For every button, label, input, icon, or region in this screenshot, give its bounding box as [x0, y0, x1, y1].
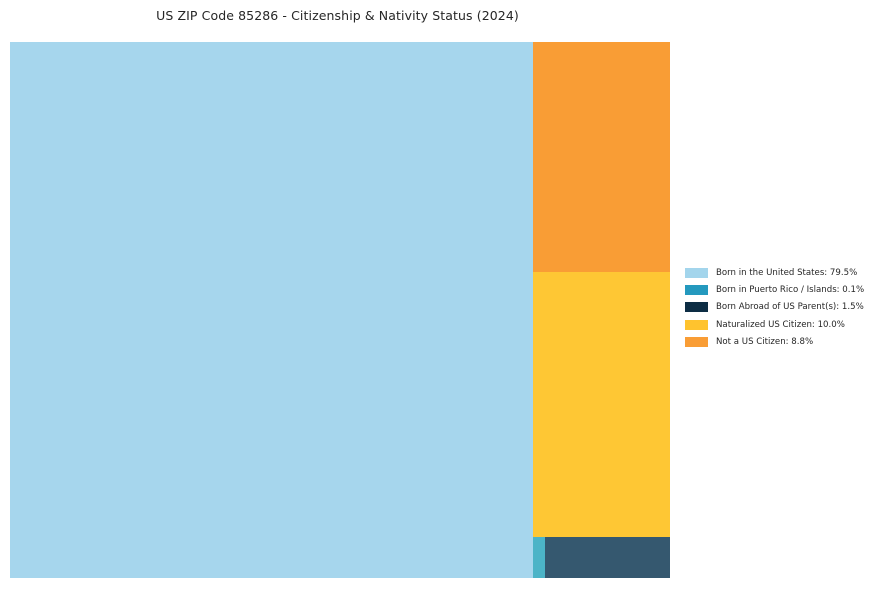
legend-swatch-icon — [685, 319, 708, 330]
chart-legend: Born in the United States: 79.5% Born in … — [685, 264, 885, 350]
legend-swatch-icon — [685, 336, 708, 347]
treemap-tile[interactable] — [533, 42, 670, 272]
legend-item-label: Not a US Citizen: 8.8% — [716, 336, 814, 347]
treemap-tile[interactable] — [533, 537, 545, 578]
legend-swatch-icon — [685, 302, 708, 313]
legend-swatch-icon — [685, 267, 708, 278]
legend-item[interactable]: Naturalized US Citizen: 10.0% — [685, 316, 885, 333]
treemap-tile[interactable] — [10, 42, 533, 578]
legend-item[interactable]: Not a US Citizen: 8.8% — [685, 333, 885, 350]
legend-item[interactable]: Born in Puerto Rico / Islands: 0.1% — [685, 281, 885, 298]
treemap-plot-area — [10, 42, 670, 578]
legend-item-label: Naturalized US Citizen: 10.0% — [716, 319, 845, 330]
legend-item[interactable]: Born Abroad of US Parent(s): 1.5% — [685, 299, 885, 316]
chart-title: US ZIP Code 85286 - Citizenship & Nativi… — [156, 8, 519, 23]
legend-item-label: Born in Puerto Rico / Islands: 0.1% — [716, 284, 865, 295]
legend-swatch-icon — [685, 284, 708, 295]
treemap-tile[interactable] — [533, 272, 670, 537]
legend-item-label: Born Abroad of US Parent(s): 1.5% — [716, 302, 864, 313]
legend-item-label: Born in the United States: 79.5% — [716, 267, 858, 278]
treemap-tile[interactable] — [545, 537, 670, 578]
legend-item[interactable]: Born in the United States: 79.5% — [685, 264, 885, 281]
